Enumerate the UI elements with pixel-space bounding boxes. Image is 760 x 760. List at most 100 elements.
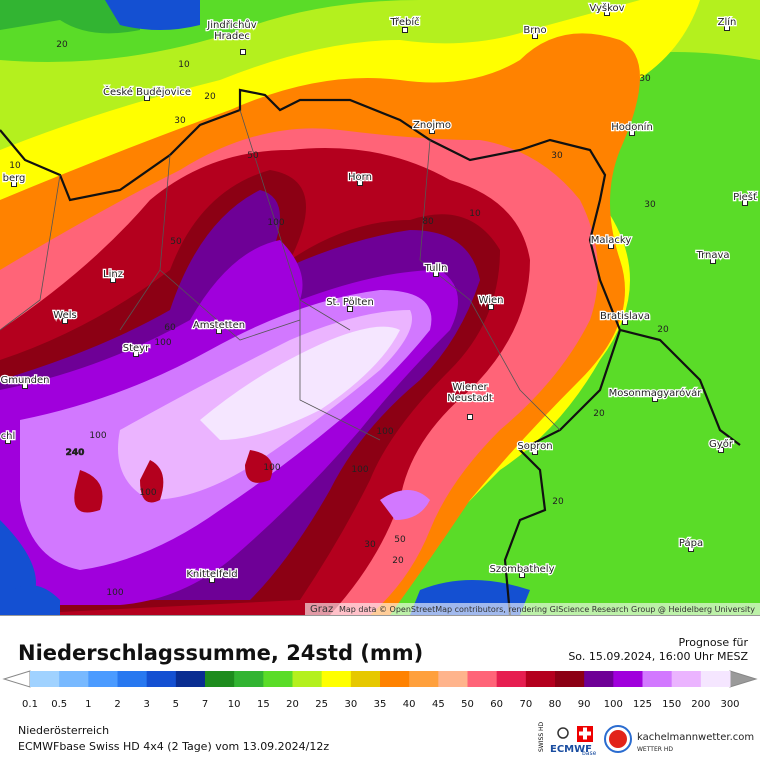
city-dot <box>688 546 694 552</box>
contour-label: 30 <box>644 200 656 210</box>
city-label: Vyškov <box>589 2 624 14</box>
legend-swatch <box>700 671 731 687</box>
brand-sub: WETTER HD <box>637 746 673 753</box>
city-label: Wien <box>479 295 504 306</box>
city-label: Hradec <box>214 31 250 42</box>
contour-label: 30 <box>551 151 563 161</box>
legend-tick-label: 20 <box>286 699 299 710</box>
contour-label: 20 <box>552 497 564 507</box>
city-dot <box>240 49 246 55</box>
city-label: berg <box>3 173 26 184</box>
city-label: Hodonín <box>611 121 653 133</box>
legend-tick-label: 90 <box>578 699 591 710</box>
legend-swatch <box>642 671 673 687</box>
forecast-label: Prognose für <box>679 636 749 649</box>
city-dot <box>22 383 28 389</box>
legend-tick-label: 7 <box>202 699 208 710</box>
city-label: Pápa <box>679 537 703 549</box>
legend-swatch <box>146 671 177 687</box>
contour-label: 100 <box>139 488 156 498</box>
title: Niederschlagssumme, 24std (mm) <box>18 641 423 665</box>
legend-tick-label: 70 <box>519 699 532 710</box>
contour-labels: 20 10 20 30 50 30 30 10 10 50 80 100 60 100 100 100 240 1… <box>9 40 669 598</box>
contour-label: 50 <box>170 237 182 247</box>
region: Niederösterreich <box>18 724 109 737</box>
legend-tick-label: 125 <box>633 699 652 710</box>
city-label: Piešť <box>733 191 757 203</box>
legend-tick-label: 150 <box>662 699 681 710</box>
legend-swatch <box>584 671 614 687</box>
legend-tick-label: 5 <box>173 699 179 710</box>
city-label: Neustadt <box>447 393 493 404</box>
legend-tick-label: 15 <box>257 699 270 710</box>
city-dot <box>488 304 494 310</box>
contour-label: 10 <box>178 60 190 70</box>
legend-swatch <box>292 671 323 687</box>
city-label: Trnava <box>695 250 729 261</box>
city-dot <box>532 33 538 39</box>
city-dot <box>742 200 748 206</box>
legend-tick-label: 45 <box>432 699 445 710</box>
city-label: Gmunden <box>0 375 49 386</box>
legend-swatch <box>59 671 89 687</box>
attribution: Map data © OpenStreetMap contributors, r… <box>339 605 755 614</box>
city-dot <box>519 572 525 578</box>
contour-label: 30 <box>174 116 186 126</box>
city-label: Bratislava <box>600 311 650 322</box>
contour-label: 20 <box>657 325 669 335</box>
swiss-cross <box>579 727 591 740</box>
model-run: ECMWFbase Swiss HD 4x4 (2 Tage) vom 13.0… <box>18 740 329 753</box>
legend-swatch <box>613 671 643 687</box>
attribution-city: Graz <box>310 604 333 615</box>
contour-label: 100 <box>351 465 368 475</box>
city-label: Znojmo <box>413 120 451 131</box>
city-dot <box>604 10 610 16</box>
legend-swatch <box>467 671 498 687</box>
contour-label: 30 <box>364 540 376 550</box>
legend-tick-label: 25 <box>315 699 328 710</box>
legend-swatch <box>409 671 439 687</box>
legend-swatch <box>321 671 352 687</box>
legend-swatch <box>263 671 293 687</box>
city-dot <box>724 25 730 31</box>
city-dot <box>467 414 473 420</box>
city-dot <box>11 181 17 187</box>
contour-label: 10 <box>469 209 481 219</box>
city-dot <box>347 306 353 312</box>
city-label: Horn <box>348 172 372 183</box>
contour-label: 20 <box>392 556 404 566</box>
contour-label: 100 <box>106 588 123 598</box>
city-dot <box>608 243 614 249</box>
legend-swatch <box>205 671 235 687</box>
city-label: Knittelfeld <box>186 569 237 580</box>
legend-tick-label: 3 <box>143 699 149 710</box>
legend-swatch <box>496 671 527 687</box>
legend-swatch <box>175 671 206 687</box>
legend-tick-label: 300 <box>720 699 739 710</box>
contour-label: 80 <box>422 217 434 227</box>
legend-tick-label: 0.5 <box>51 699 67 710</box>
city-label: Amstetten <box>193 320 245 331</box>
city-label: Linz <box>103 269 123 280</box>
city-label: chl <box>1 431 16 442</box>
city-dot <box>133 351 139 357</box>
legend-swatch <box>234 671 264 687</box>
logo-base: base <box>582 750 597 757</box>
legend-tick-label: 200 <box>691 699 710 710</box>
city-label: Zlín <box>718 16 737 28</box>
legend-swatch <box>671 671 702 687</box>
contour-label: 60 <box>164 323 176 333</box>
city-dot <box>652 396 658 402</box>
city-label: Szombathely <box>489 564 554 575</box>
legend-tick-label: 0.1 <box>22 699 38 710</box>
city-dot <box>433 271 439 277</box>
city-dot <box>144 95 150 101</box>
city-dot <box>532 449 538 455</box>
city-dot <box>710 258 716 264</box>
legend-swatch <box>555 671 585 687</box>
city-label: Brno <box>523 25 546 36</box>
legend-swatch <box>380 671 410 687</box>
logo-text: SWISS HD <box>538 721 545 752</box>
